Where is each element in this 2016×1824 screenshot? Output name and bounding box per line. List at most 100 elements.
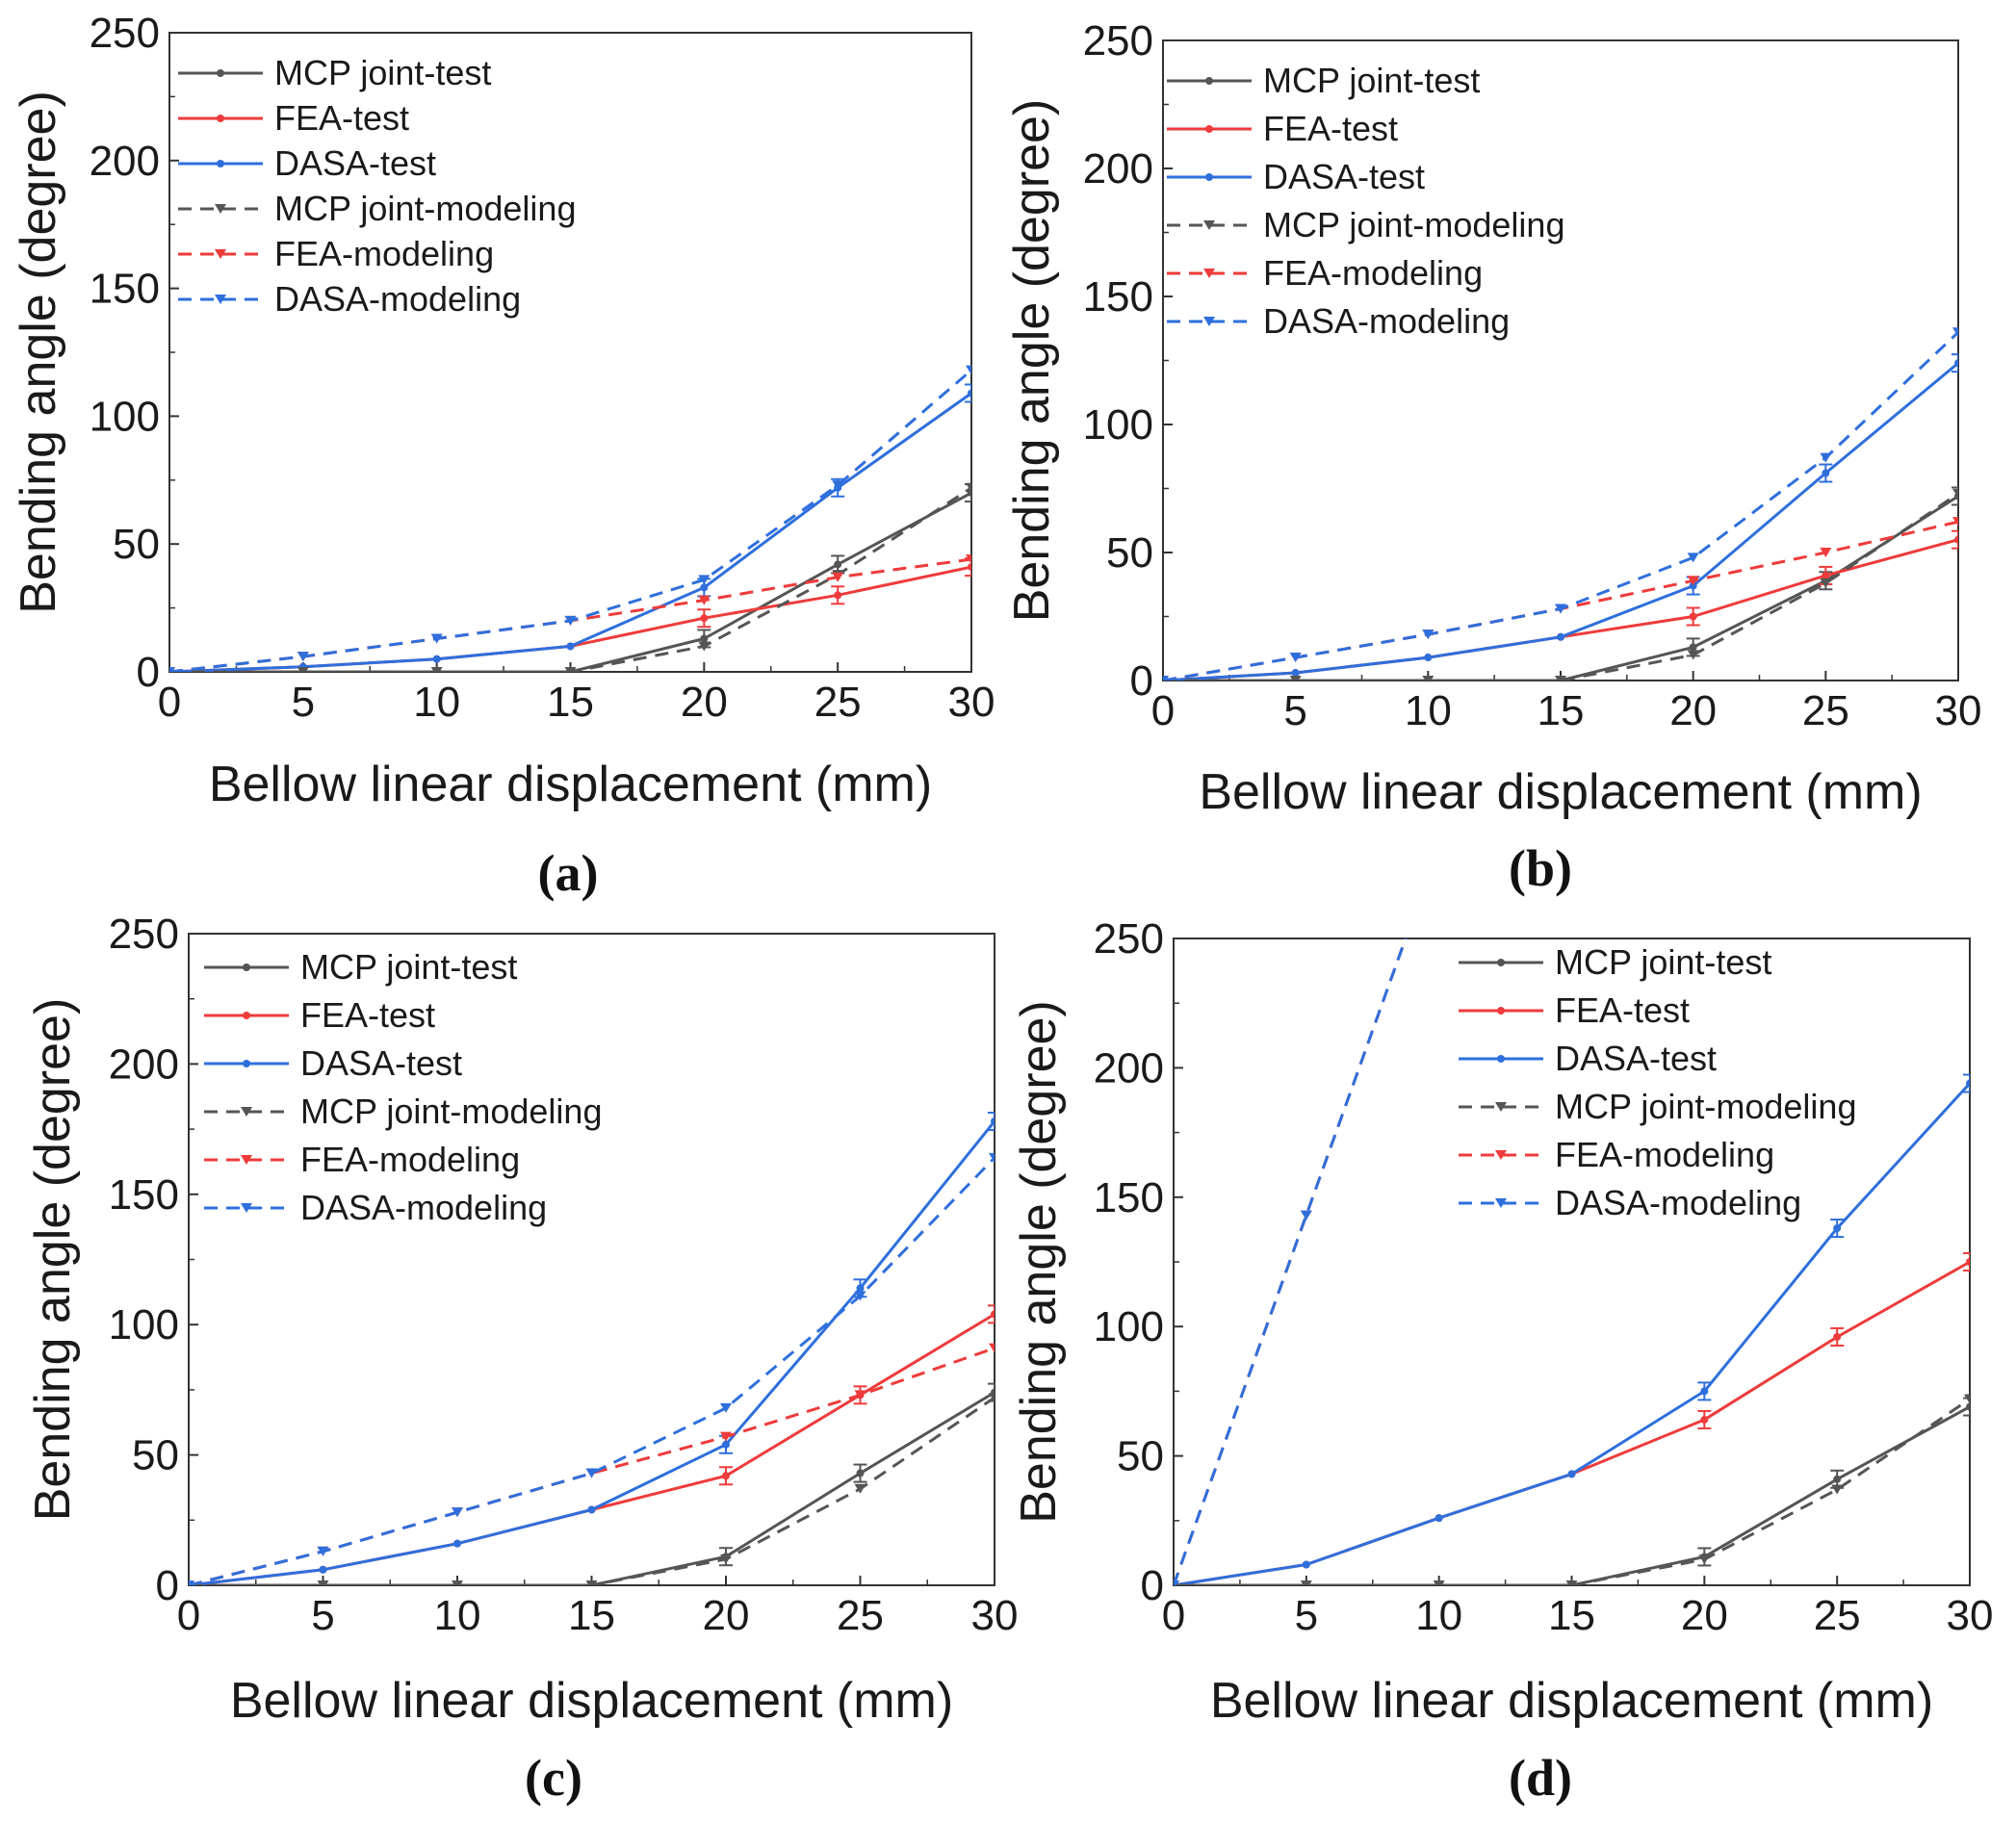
legend-label: MCP joint-modeling: [1555, 1087, 1856, 1126]
y-tick-label: 0: [137, 649, 160, 696]
legend-marker: [215, 295, 226, 304]
data-point: [854, 1291, 866, 1301]
legend-marker: [217, 160, 224, 167]
panel-label: (d): [1509, 1749, 1572, 1807]
legend-marker: [1495, 1150, 1507, 1160]
data-point: [585, 1580, 598, 1585]
data-point: [564, 667, 577, 672]
x-tick-label: 15: [1538, 687, 1585, 734]
y-tick-label: 50: [1117, 1433, 1164, 1480]
y-tick-label: 50: [1106, 529, 1153, 577]
series-line-mcp-joint-test: [189, 1391, 995, 1585]
x-tick-label: 5: [1295, 1592, 1318, 1639]
data-point: [1687, 650, 1699, 660]
chart-panel-d: 0 5 10 15 20 25 30 0 50 100 150 200 250 Bellow linear…: [1011, 840, 1994, 1807]
plot-area: [1174, 840, 1970, 1585]
data-point: [1952, 327, 1958, 338]
x-tick-label: 30: [971, 1592, 1019, 1639]
y-tick-label: 200: [90, 138, 160, 185]
x-tick-label: 5: [1283, 687, 1306, 734]
legend-label: MCP joint-modeling: [274, 189, 576, 228]
data-point: [430, 667, 443, 672]
legend: MCP joint-test FEA-test DASA-test MCP joint…: [204, 947, 602, 1227]
legend-marker: [241, 1107, 252, 1117]
plot-area: [1163, 327, 1958, 681]
x-tick-label: 20: [1669, 687, 1717, 734]
x-axis-label: Bellow linear displacement (mm): [1210, 1673, 1933, 1729]
x-axis-label: Bellow linear displacement (mm): [1199, 764, 1922, 820]
x-tick-label: 25: [837, 1592, 884, 1639]
legend-marker: [1203, 317, 1215, 326]
data-point: [1434, 1514, 1443, 1523]
data-point: [1565, 1580, 1578, 1585]
legend-marker: [1497, 959, 1505, 966]
x-tick-label: 30: [1947, 1592, 1994, 1639]
data-point: [1422, 676, 1434, 681]
data-point: [317, 1546, 329, 1556]
legend: MCP joint-test FEA-test DASA-test MCP joint…: [178, 53, 576, 319]
x-axis-label: Bellow linear displacement (mm): [209, 757, 932, 812]
data-point: [1300, 1580, 1312, 1585]
data-point: [297, 652, 309, 662]
y-tick-label: 250: [1083, 17, 1153, 64]
series-line-dasa-modeling: [1163, 331, 1958, 681]
y-tick-label: 100: [109, 1301, 179, 1349]
y-tick-label: 0: [1141, 1562, 1164, 1609]
x-tick-label: 0: [1162, 1592, 1185, 1639]
data-point: [1820, 452, 1832, 463]
y-tick-label: 200: [1094, 1044, 1164, 1092]
data-point: [720, 1554, 732, 1564]
x-tick-label: 10: [434, 1592, 481, 1639]
legend-label: DASA-test: [300, 1043, 462, 1083]
data-point: [564, 615, 577, 626]
chart-panel-b: 0 5 10 15 20 25 30 0 50 100 150 200 250 Bellow linear…: [1004, 17, 1981, 897]
series-line-mcp-joint-modeling: [1174, 1398, 1970, 1585]
series-line-dasa-modeling: [169, 369, 971, 672]
legend-label: FEA-modeling: [1263, 253, 1483, 293]
data-point: [989, 1393, 995, 1403]
data-point: [1289, 676, 1302, 681]
legend-marker: [1497, 1055, 1505, 1063]
legend-marker: [215, 204, 226, 214]
x-tick-label: 5: [292, 679, 315, 726]
legend: MCP joint-test FEA-test DASA-test MCP joint…: [1459, 942, 1856, 1222]
x-tick-label: 10: [1405, 687, 1452, 734]
x-tick-label: 25: [1802, 687, 1849, 734]
data-point: [966, 554, 971, 565]
y-tick-label: 200: [1083, 145, 1153, 193]
y-axis-label: Bending angle (degree): [1011, 1000, 1067, 1524]
data-point: [1424, 654, 1433, 662]
x-tick-label: 5: [311, 1592, 334, 1639]
series-line-dasa-test: [1163, 362, 1958, 681]
legend: MCP joint-test FEA-test DASA-test MCP joint…: [1167, 61, 1564, 341]
data-point: [452, 1580, 463, 1585]
data-point: [1820, 548, 1832, 557]
x-tick-label: 15: [568, 1592, 615, 1639]
x-tick-label: 30: [1935, 687, 1982, 734]
legend-label: DASA-test: [274, 143, 436, 183]
series-line-dasa-modeling: [1174, 938, 1408, 1585]
y-tick-label: 200: [109, 1040, 179, 1088]
legend-marker: [1205, 77, 1213, 85]
legend-label: DASA-modeling: [300, 1188, 547, 1227]
data-point: [1952, 517, 1958, 527]
data-point: [989, 1343, 995, 1353]
data-point: [1567, 1470, 1576, 1478]
series-line-mcp-joint-modeling: [189, 1396, 995, 1585]
data-point: [1174, 1580, 1179, 1585]
legend-marker: [241, 1203, 252, 1213]
y-tick-label: 50: [132, 1432, 179, 1479]
x-tick-label: 15: [547, 679, 594, 726]
panel-label: (b): [1509, 839, 1572, 897]
x-tick-label: 20: [1681, 1592, 1728, 1639]
data-point: [1434, 840, 1445, 850]
series-line-mcp-joint-test: [1174, 1405, 1970, 1585]
x-tick-label: 25: [814, 679, 862, 726]
data-point: [698, 595, 711, 605]
data-point: [832, 480, 844, 491]
data-point: [1300, 1210, 1312, 1220]
data-point: [587, 1505, 596, 1514]
chart-panel-c: 0 5 10 15 20 25 30 0 50 100 150 200 250 Bellow linear…: [25, 911, 1018, 1807]
legend-label: FEA-test: [300, 995, 435, 1035]
legend-marker: [1205, 173, 1213, 181]
